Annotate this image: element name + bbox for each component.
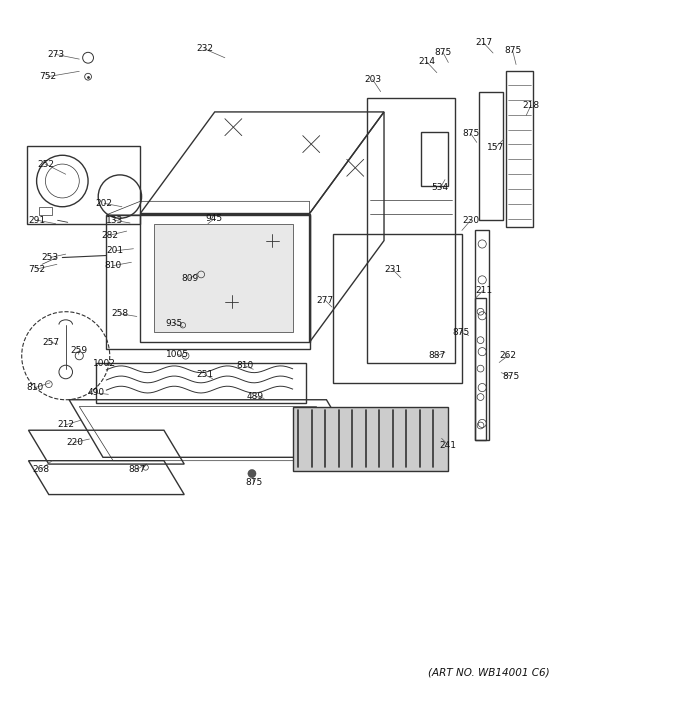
Text: 752: 752 (39, 72, 56, 81)
Circle shape (248, 470, 256, 478)
Text: 253: 253 (41, 253, 58, 262)
Text: 945: 945 (205, 215, 222, 223)
Text: 230: 230 (462, 216, 479, 225)
Text: 875: 875 (435, 48, 452, 57)
Text: 875: 875 (504, 46, 522, 56)
Text: (ART NO. WB14001 C6): (ART NO. WB14001 C6) (428, 668, 550, 678)
Text: 875: 875 (462, 129, 479, 138)
Text: 202: 202 (96, 199, 113, 208)
Text: 1002: 1002 (93, 360, 116, 368)
Text: 291: 291 (29, 216, 46, 225)
Text: 810: 810 (27, 383, 44, 392)
Text: 257: 257 (42, 338, 59, 347)
Text: 217: 217 (475, 38, 492, 47)
Text: 875: 875 (452, 328, 469, 336)
Text: 258: 258 (112, 310, 129, 318)
Text: 277: 277 (316, 296, 334, 304)
Polygon shape (292, 407, 448, 471)
Text: 201: 201 (107, 247, 124, 255)
Text: 133: 133 (106, 216, 123, 225)
Polygon shape (154, 224, 292, 332)
Text: 211: 211 (475, 286, 492, 294)
Text: 875: 875 (245, 478, 262, 487)
Text: 157: 157 (487, 143, 505, 152)
Circle shape (59, 365, 73, 378)
Text: 220: 220 (66, 438, 83, 447)
Text: 262: 262 (499, 351, 516, 360)
Text: 231: 231 (384, 265, 401, 274)
Text: 259: 259 (71, 346, 88, 355)
Text: 268: 268 (32, 465, 49, 474)
Text: 875: 875 (502, 371, 520, 381)
Text: 887: 887 (129, 465, 146, 474)
Text: 241: 241 (440, 441, 457, 450)
Text: 1005: 1005 (166, 350, 189, 359)
Text: 251: 251 (196, 370, 213, 379)
Text: 252: 252 (37, 160, 54, 169)
Text: 887: 887 (428, 351, 445, 360)
Text: 203: 203 (364, 75, 381, 84)
Text: 809: 809 (181, 274, 199, 283)
Text: 212: 212 (57, 420, 74, 429)
Text: 214: 214 (418, 57, 435, 66)
Text: 489: 489 (247, 392, 264, 401)
Text: 935: 935 (165, 319, 183, 328)
Text: 752: 752 (28, 265, 45, 273)
Text: 490: 490 (88, 389, 105, 397)
Text: 534: 534 (432, 183, 449, 192)
Text: 810: 810 (105, 261, 122, 270)
Text: 282: 282 (101, 231, 118, 240)
Text: 810: 810 (237, 361, 254, 370)
Text: 218: 218 (522, 101, 539, 109)
Text: 232: 232 (196, 44, 213, 54)
Text: 273: 273 (47, 50, 64, 59)
